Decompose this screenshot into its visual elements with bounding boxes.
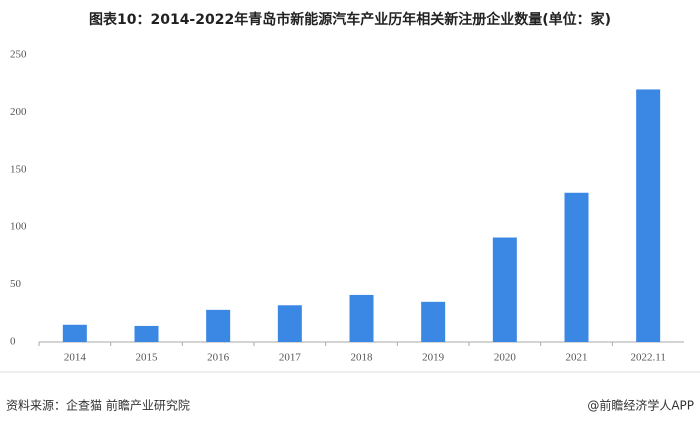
bar	[62, 324, 87, 342]
chart-title: 图表10：2014-2022年青岛市新能源汽车产业历年相关新注册企业数量(单位：…	[89, 11, 611, 28]
bar	[636, 89, 661, 342]
bar	[349, 294, 374, 342]
y-tick-label: 0	[10, 336, 16, 348]
x-tick-label: 2021	[566, 352, 588, 364]
bar	[134, 325, 159, 342]
source: 资料来源：企查猫 前瞻产业研究院	[6, 398, 190, 413]
x-tick-label: 2015	[136, 352, 159, 364]
y-tick-label: 200	[10, 106, 27, 118]
bar	[492, 237, 517, 342]
bar	[277, 305, 302, 342]
x-tick-label: 2014	[64, 352, 87, 364]
y-tick-label: 250	[10, 49, 27, 61]
bar	[206, 309, 231, 342]
y-tick-label: 50	[10, 278, 22, 290]
y-tick-label: 100	[10, 221, 27, 233]
x-tick-label: 2018	[351, 352, 374, 364]
x-tick-label: 2019	[422, 352, 445, 364]
x-tick-label: 2017	[279, 352, 302, 364]
y-tick-label: 150	[10, 163, 27, 175]
x-tick-label: 2016	[207, 352, 230, 364]
x-tick-label: 2022.11	[630, 352, 665, 364]
credit: @前瞻经济学人APP	[587, 398, 694, 413]
bar	[564, 192, 589, 342]
bar	[421, 301, 446, 342]
x-tick-label: 2020	[494, 352, 517, 364]
